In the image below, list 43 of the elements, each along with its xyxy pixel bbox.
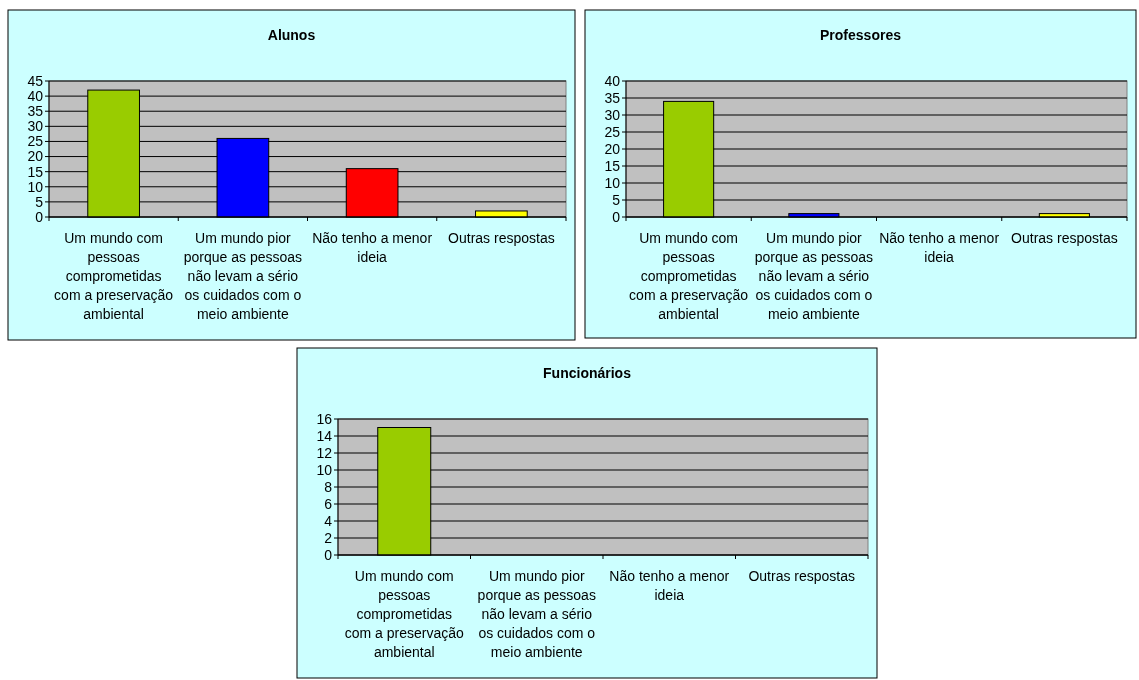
y-tick-label: 45 xyxy=(27,72,44,89)
y-tick-label: 15 xyxy=(27,163,44,180)
y-tick-label: 30 xyxy=(604,106,621,123)
y-tick-label: 0 xyxy=(35,208,44,225)
y-tick-label: 6 xyxy=(324,495,333,512)
y-tick-label: 10 xyxy=(27,178,44,195)
x-tick-label: Um mundo com pessoas comprometidas com a preservação ambiental xyxy=(54,230,174,322)
x-tick-label: Outras respostas xyxy=(1011,230,1118,246)
y-tick-label: 5 xyxy=(612,191,621,208)
y-tick-label: 2 xyxy=(324,529,333,546)
x-tick-label: Outras respostas xyxy=(448,230,555,246)
y-tick-label: 35 xyxy=(27,103,44,120)
y-tick-label: 15 xyxy=(604,157,621,174)
y-tick-label: 5 xyxy=(35,193,44,210)
y-tick-label: 20 xyxy=(27,148,44,165)
chart-title: Alunos xyxy=(267,27,316,43)
x-tick-label: Não tenho a menor ideia xyxy=(879,230,1000,265)
y-tick-label: 10 xyxy=(316,461,333,478)
y-tick-label: 8 xyxy=(324,478,333,495)
x-tick-label: Um mundo pior porque as pessoas não levam a sério os cuidados com o meio ambiente xyxy=(183,230,303,322)
y-tick-label: 4 xyxy=(324,512,333,529)
x-tick-label: Um mundo com pessoas comprometidas com a preservação ambiental xyxy=(629,230,749,322)
y-tick-label: 0 xyxy=(612,208,621,225)
y-tick-label: 40 xyxy=(604,72,621,89)
y-tick-label: 16 xyxy=(316,410,333,427)
y-tick-label: 25 xyxy=(604,123,621,140)
y-tick-label: 0 xyxy=(324,546,333,563)
y-tick-label: 12 xyxy=(316,444,333,461)
y-tick-label: 35 xyxy=(604,89,621,106)
y-tick-label: 20 xyxy=(604,140,621,157)
y-tick-label: 40 xyxy=(27,88,44,105)
x-tick-label: Não tenho a menor ideia xyxy=(609,568,730,603)
chart-title: Funcionários xyxy=(543,365,632,381)
x-tick-label: Outras respostas xyxy=(748,568,856,584)
x-tick-label: Um mundo com pessoas comprometidas com a preservação ambiental xyxy=(344,568,464,660)
y-tick-label: 10 xyxy=(604,174,621,191)
y-tick-label: 25 xyxy=(27,133,44,150)
x-tick-label: Um mundo pior porque as pessoas não levam a sério os cuidados com o meio ambiente xyxy=(477,568,596,660)
y-tick-label: 30 xyxy=(27,118,44,135)
x-tick-label: Um mundo pior porque as pessoas não levam a sério os cuidados com o meio ambiente xyxy=(754,230,874,322)
chart-title: Professores xyxy=(820,27,902,43)
y-tick-label: 14 xyxy=(316,427,333,444)
x-tick-label: Não tenho a menor ideia xyxy=(312,230,433,265)
